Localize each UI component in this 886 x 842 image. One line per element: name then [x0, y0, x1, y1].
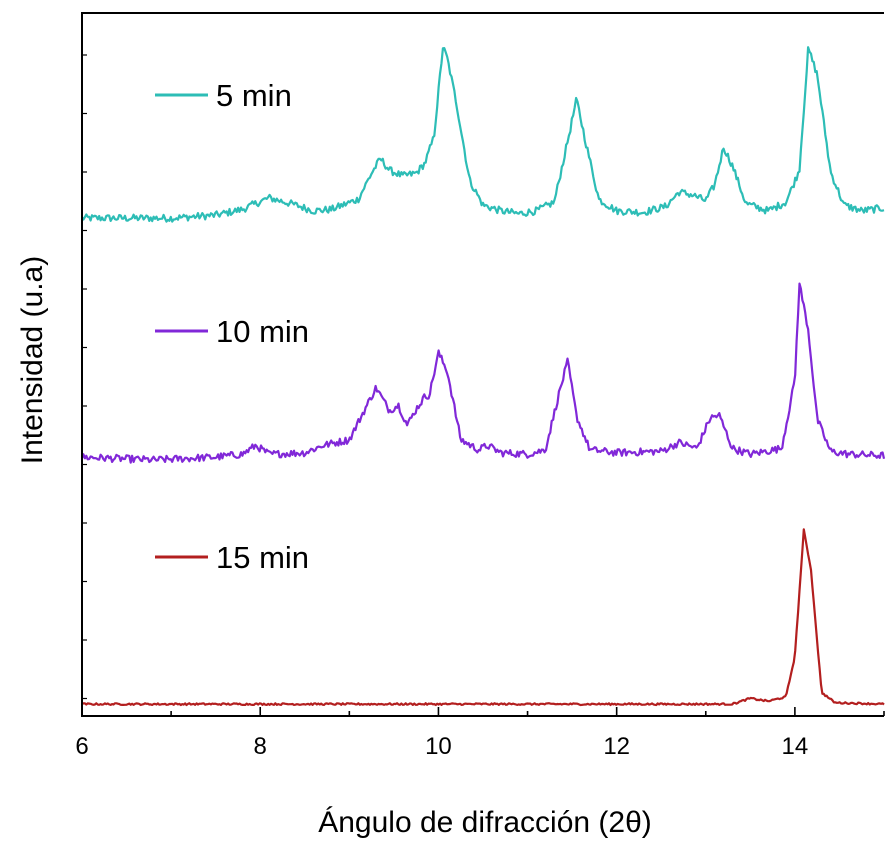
series-line-15-min — [81, 528, 885, 707]
x-tick-label: 6 — [75, 733, 88, 760]
series-layer — [80, 46, 886, 707]
series-line-5-min — [81, 46, 885, 223]
legend-label-5-min: 5 min — [216, 78, 292, 113]
x-tick-label: 8 — [254, 733, 267, 760]
y-axis-title: Intensidad (u.a) — [16, 256, 49, 464]
x-tick-label: 14 — [782, 733, 809, 760]
x-tick-label: 12 — [603, 733, 630, 760]
legend-label-10-min: 10 min — [216, 314, 309, 349]
legend-label-15-min: 15 min — [216, 540, 309, 575]
axes: 6 8 10 12 14 — [75, 12, 885, 760]
x-axis-title: Ángulo de difracción (2θ) — [318, 806, 652, 839]
legend: 5 min 10 min 15 min — [155, 78, 309, 575]
series-line-10-min — [80, 282, 886, 464]
plot-frame — [81, 12, 884, 717]
x-tick-label: 10 — [425, 733, 452, 760]
